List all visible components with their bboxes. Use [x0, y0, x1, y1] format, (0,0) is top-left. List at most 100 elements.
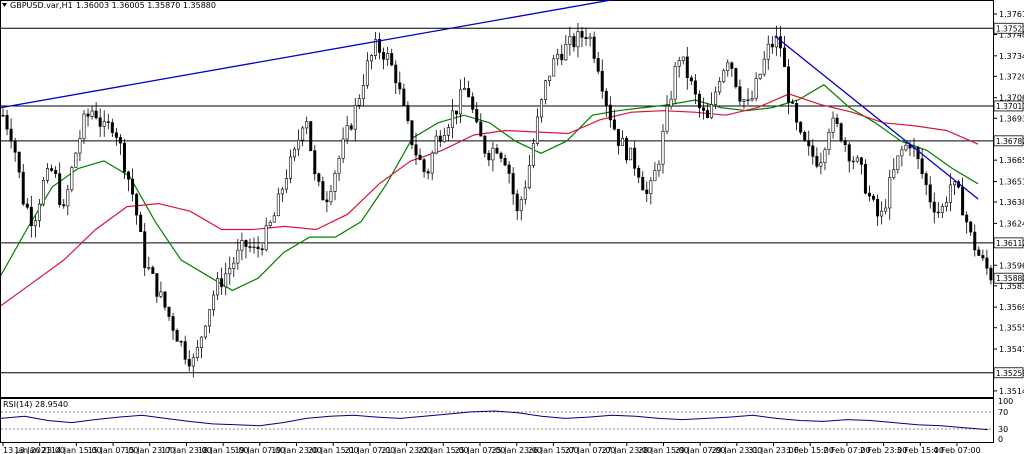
candle-body-196 [795, 103, 799, 123]
candle-body-151 [612, 119, 616, 130]
x-tick-label-9: 20 Jan 15:00 [308, 446, 359, 454]
candle-body-50 [203, 325, 207, 338]
x-tick-label-12: 22 Jan 15:00 [418, 446, 469, 454]
candle-body-130 [527, 165, 531, 189]
candle-body-192 [778, 36, 782, 49]
rsi-line [0, 410, 989, 431]
candle-body-238 [965, 214, 969, 223]
candle-body-234 [948, 184, 952, 203]
candle-body-195 [791, 102, 795, 104]
candle-body-8 [33, 220, 37, 227]
candle-body-56 [228, 268, 232, 275]
x-tick-label-17: 27 Jan 23:00 [601, 446, 652, 454]
candle-body-26 [106, 121, 110, 123]
candle-body-74 [301, 127, 305, 141]
candle-body-112 [454, 110, 458, 115]
candle-body-36 [147, 267, 151, 269]
candle-body-227 [920, 158, 924, 174]
y-tick-label-5: 1.36930 [999, 114, 1024, 123]
candle-body-185 [750, 98, 754, 101]
candle-body-175 [710, 104, 714, 118]
candle-body-105 [426, 171, 430, 174]
candle-body-189 [766, 43, 770, 60]
candle-body-55 [224, 273, 228, 288]
rsi-tick-30: 30 [998, 425, 1008, 434]
candle-body-34 [139, 214, 143, 233]
candle-body-239 [969, 221, 973, 233]
candle-body-77 [313, 150, 317, 175]
candle-body-173 [701, 107, 705, 111]
price-box-2 [993, 135, 1024, 147]
candle-body-157 [637, 167, 641, 178]
x-tick-label-16: 27 Jan 07:00 [565, 446, 616, 454]
rsi-label: RSI(14) 28.9540 [3, 400, 68, 409]
candle-body-107 [434, 135, 438, 154]
candle-body-179 [726, 62, 730, 71]
main-plot-frame [0, 0, 994, 398]
candle-body-233 [944, 202, 948, 207]
candle-body-127 [515, 193, 519, 212]
candle-body-109 [442, 134, 446, 142]
candle-body-14 [58, 173, 62, 205]
candle-body-237 [961, 186, 965, 216]
y-tick-label-7: 1.36515 [999, 177, 1024, 186]
x-tick-label-19: 29 Jan 07:00 [675, 446, 726, 454]
candle-body-128 [519, 198, 523, 212]
candle-body-21 [86, 113, 90, 117]
candle-body-190 [770, 43, 774, 48]
candle-body-122 [495, 147, 499, 154]
x-tick-label-21: 31 Jan 23:00 [748, 446, 799, 454]
candle-body-169 [685, 56, 689, 79]
y-tick-label-9: 1.36240 [999, 219, 1024, 228]
candle-body-132 [535, 116, 539, 144]
candle-body-100 [406, 105, 410, 122]
candle-body-235 [953, 181, 957, 186]
candle-body-87 [353, 104, 357, 130]
candle-body-17 [70, 167, 74, 190]
candle-body-78 [317, 173, 321, 182]
y-tick-label-13: 1.35555 [999, 324, 1024, 333]
candle-body-38 [155, 273, 159, 297]
price-box-3 [993, 237, 1024, 249]
ma-fast-line [0, 84, 979, 292]
candle-body-104 [422, 159, 426, 172]
candle-body-44 [179, 340, 183, 343]
candle-body-114 [463, 88, 467, 91]
price-box-1 [993, 100, 1024, 112]
candle-body-48 [195, 347, 199, 358]
candlesticks [1, 22, 993, 378]
candle-body-28 [114, 132, 118, 138]
y-tick-label-8: 1.36380 [999, 198, 1024, 207]
candle-body-142 [576, 31, 580, 48]
y-tick-label-10: 1.35965 [999, 261, 1024, 270]
price-box-label-3: 1.36112 [996, 239, 1024, 248]
candle-body-125 [507, 164, 511, 174]
candle-body-223 [904, 144, 908, 151]
candle-body-121 [491, 147, 495, 161]
rsi-tick-0: 0 [998, 435, 1003, 444]
x-tick-label-20: 29 Jan 23:00 [712, 446, 763, 454]
collapse-triangle-icon[interactable] [2, 3, 7, 7]
y-tick-label-15: 1.35140 [999, 387, 1024, 396]
candle-body-153 [620, 137, 624, 146]
candle-body-76 [309, 121, 313, 151]
candle-body-80 [325, 199, 329, 203]
candle-body-221 [896, 155, 900, 170]
candle-body-211 [855, 157, 859, 162]
candle-body-136 [552, 58, 556, 77]
x-tick-label-14: 25 Jan 23:00 [491, 446, 542, 454]
x-tick-label-22: 1 Feb 15:00 [787, 446, 834, 454]
x-tick-label-18: 28 Jan 15:00 [638, 446, 689, 454]
candle-body-33 [135, 193, 139, 216]
horizontal-levels [1, 27, 993, 374]
candle-body-217 [880, 210, 884, 217]
candle-body-172 [697, 93, 701, 109]
x-tick-label-2: 14 Jan 15:00 [51, 446, 102, 454]
candle-body-118 [479, 121, 483, 137]
candle-body-96 [390, 53, 394, 66]
x-tick-label-7: 19 Jan 07:00 [235, 446, 286, 454]
candle-body-27 [110, 122, 114, 134]
candle-body-60 [244, 240, 248, 247]
candle-body-226 [916, 147, 920, 160]
